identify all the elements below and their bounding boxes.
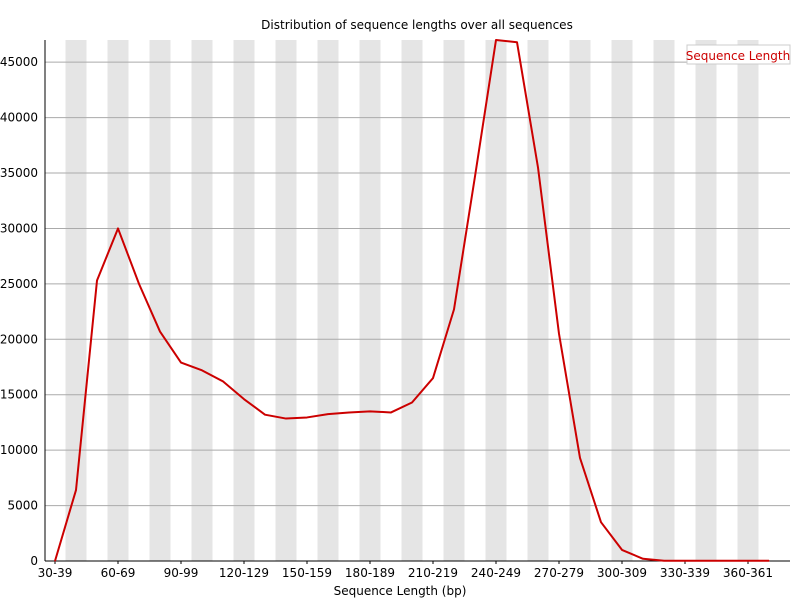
x-tick-label: 60-69 <box>101 566 136 580</box>
data-point <box>621 549 623 551</box>
data-point <box>537 166 539 169</box>
data-point <box>285 417 287 420</box>
band <box>443 40 465 561</box>
data-point <box>558 333 560 335</box>
y-tick-label: 35000 <box>0 166 38 180</box>
series-layer <box>54 39 770 562</box>
band <box>359 40 381 561</box>
data-point <box>369 410 371 412</box>
y-tick-label: 10000 <box>0 443 38 457</box>
band <box>485 40 507 561</box>
gridlines <box>45 61 790 507</box>
data-point <box>642 558 644 560</box>
data-point <box>201 369 203 371</box>
band <box>611 40 633 561</box>
band <box>191 40 213 561</box>
data-point <box>474 175 476 177</box>
x-tick-label: 150-159 <box>282 566 332 580</box>
data-point <box>453 308 455 310</box>
x-tick-label: 90-99 <box>164 566 199 580</box>
data-point <box>75 489 77 491</box>
data-point <box>243 398 245 400</box>
band <box>107 40 129 561</box>
legend-label: Sequence Length <box>686 49 790 63</box>
band <box>233 40 255 561</box>
band <box>653 40 675 561</box>
data-point <box>327 413 329 415</box>
data-point <box>306 416 308 419</box>
data-point <box>54 560 56 562</box>
chart-title: Distribution of sequence lengths over al… <box>261 18 573 32</box>
legend: Sequence Length <box>686 44 791 65</box>
data-point <box>411 401 413 404</box>
data-point <box>138 283 140 285</box>
band <box>149 40 171 561</box>
alternating-bands <box>65 40 759 561</box>
data-point <box>684 560 686 562</box>
y-tick-label: 25000 <box>0 277 38 291</box>
band <box>401 40 423 561</box>
band <box>527 40 549 561</box>
data-point <box>768 560 770 562</box>
data-point <box>663 560 665 562</box>
y-axis-ticks: 0 5000 10000 15000 20000 25000 30000 35000 40000… <box>0 55 38 568</box>
x-tick-label: 210-219 <box>408 566 458 580</box>
y-tick-label: 5000 <box>7 499 38 513</box>
data-point <box>495 39 497 41</box>
data-point <box>180 361 182 364</box>
data-point <box>117 227 119 230</box>
data-point <box>726 560 728 562</box>
legend-box <box>686 44 791 65</box>
x-tick-label: 300-309 <box>597 566 647 580</box>
y-tick-label: 20000 <box>0 332 38 346</box>
band <box>317 40 339 561</box>
data-point <box>264 414 266 416</box>
y-tick-label: 0 <box>30 554 38 568</box>
x-axis-ticks: 30-39 60-69 90-99 120-129 150-159 180-189 210-… <box>38 561 773 580</box>
data-point <box>96 279 98 282</box>
data-point <box>222 380 224 383</box>
x-tick-label: 330-339 <box>660 566 710 580</box>
data-point <box>747 560 749 562</box>
band <box>737 40 759 561</box>
data-point <box>705 560 707 562</box>
data-point <box>390 411 392 414</box>
y-tick-label: 40000 <box>0 111 38 125</box>
x-tick-label: 270-279 <box>534 566 584 580</box>
x-tick-label: 240-249 <box>471 566 521 580</box>
y-tick-label: 15000 <box>0 388 38 402</box>
data-point <box>516 41 518 43</box>
data-point <box>348 411 350 414</box>
x-tick-label: 120-129 <box>219 566 269 580</box>
data-point <box>432 377 434 379</box>
data-point <box>159 330 161 333</box>
x-tick-label: 180-189 <box>345 566 395 580</box>
y-tick-label: 30000 <box>0 221 38 235</box>
x-tick-label: 360-361 <box>723 566 773 580</box>
y-tick-label: 45000 <box>0 55 38 69</box>
x-axis-label: Sequence Length (bp) <box>334 584 467 598</box>
x-tick-label: 30-39 <box>38 566 73 580</box>
band <box>275 40 297 561</box>
data-point <box>600 521 602 523</box>
band <box>695 40 717 561</box>
data-point <box>579 457 581 459</box>
